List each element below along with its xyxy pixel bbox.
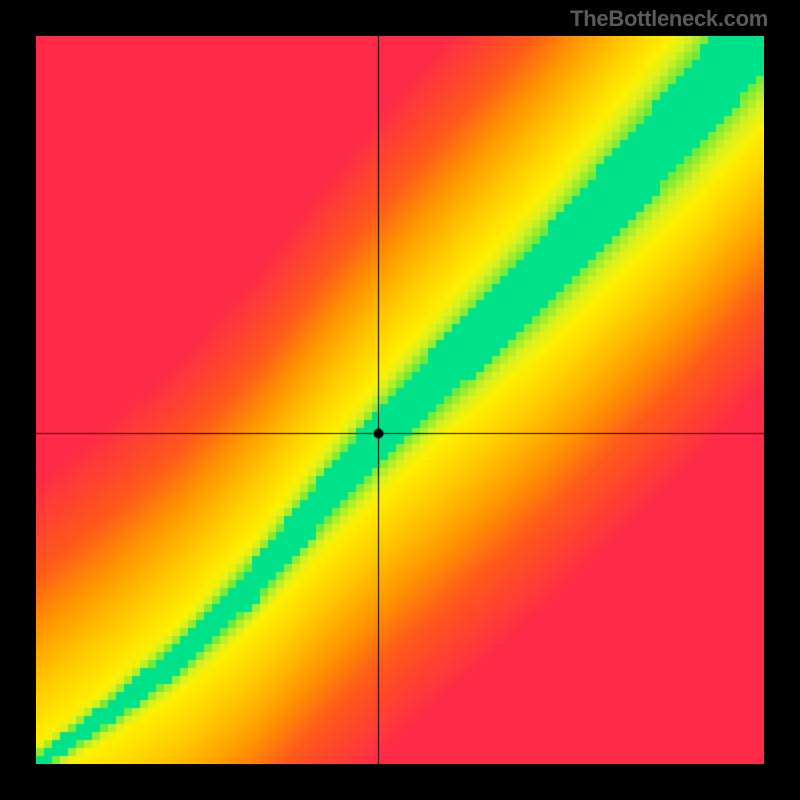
watermark-text: TheBottleneck.com <box>570 6 768 32</box>
chart-container: TheBottleneck.com <box>0 0 800 800</box>
crosshair-overlay <box>36 36 764 764</box>
